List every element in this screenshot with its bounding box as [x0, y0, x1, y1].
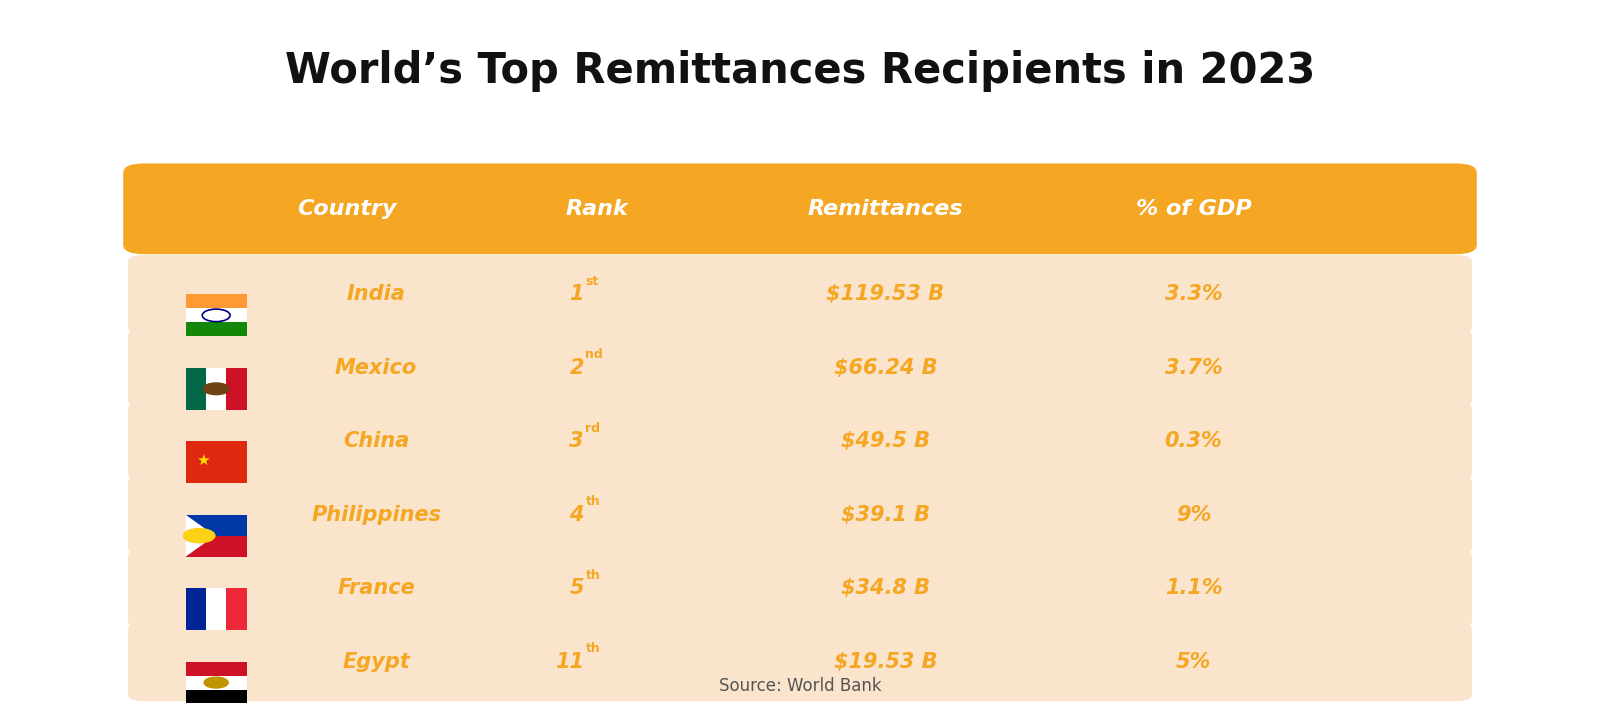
Text: 4: 4	[570, 505, 584, 525]
Text: India: India	[347, 284, 405, 305]
FancyBboxPatch shape	[128, 255, 1472, 334]
FancyBboxPatch shape	[186, 308, 246, 323]
Text: $34.8 B: $34.8 B	[840, 578, 930, 598]
Text: $66.24 B: $66.24 B	[834, 358, 938, 378]
Text: 5: 5	[570, 578, 584, 598]
Text: 5%: 5%	[1176, 652, 1211, 672]
FancyBboxPatch shape	[186, 690, 246, 703]
Text: 3.3%: 3.3%	[1165, 284, 1222, 305]
Text: Rank: Rank	[565, 199, 629, 219]
Text: China: China	[342, 431, 410, 451]
FancyBboxPatch shape	[128, 622, 1472, 701]
Text: Remittances: Remittances	[808, 199, 963, 219]
FancyBboxPatch shape	[128, 549, 1472, 628]
Text: rd: rd	[586, 422, 600, 435]
Text: Egypt: Egypt	[342, 652, 410, 672]
Text: th: th	[586, 642, 600, 655]
FancyBboxPatch shape	[186, 662, 246, 675]
Circle shape	[205, 677, 229, 688]
Text: $49.5 B: $49.5 B	[840, 431, 930, 451]
FancyBboxPatch shape	[186, 536, 246, 557]
Text: Source: World Bank: Source: World Bank	[718, 677, 882, 695]
Text: 2: 2	[570, 358, 584, 378]
Text: 1.1%: 1.1%	[1165, 578, 1222, 598]
FancyBboxPatch shape	[186, 588, 206, 630]
Text: 0.3%: 0.3%	[1165, 431, 1222, 451]
Polygon shape	[186, 515, 214, 557]
FancyBboxPatch shape	[206, 588, 226, 630]
FancyBboxPatch shape	[123, 163, 1477, 254]
Text: st: st	[586, 275, 598, 288]
FancyBboxPatch shape	[206, 368, 226, 410]
Text: 9%: 9%	[1176, 505, 1211, 525]
Text: Country: Country	[298, 199, 397, 219]
FancyBboxPatch shape	[128, 475, 1472, 554]
Text: Mexico: Mexico	[334, 358, 418, 378]
FancyBboxPatch shape	[186, 294, 246, 308]
Text: th: th	[586, 495, 600, 508]
FancyBboxPatch shape	[226, 368, 246, 410]
Text: $39.1 B: $39.1 B	[840, 505, 930, 525]
Text: $19.53 B: $19.53 B	[834, 652, 938, 672]
Text: Philippines: Philippines	[310, 505, 442, 525]
FancyBboxPatch shape	[128, 402, 1472, 481]
Circle shape	[184, 528, 214, 543]
FancyBboxPatch shape	[226, 588, 246, 630]
FancyBboxPatch shape	[186, 441, 246, 483]
Text: 1: 1	[570, 284, 584, 305]
Text: 11: 11	[555, 652, 584, 672]
FancyBboxPatch shape	[186, 675, 246, 690]
Circle shape	[203, 383, 229, 395]
Text: ★: ★	[195, 453, 210, 468]
FancyBboxPatch shape	[186, 323, 246, 336]
Text: $119.53 B: $119.53 B	[826, 284, 944, 305]
Text: France: France	[338, 578, 414, 598]
FancyBboxPatch shape	[186, 368, 206, 410]
Text: % of GDP: % of GDP	[1136, 199, 1251, 219]
Text: nd: nd	[586, 348, 603, 361]
Text: 3: 3	[570, 431, 584, 451]
Text: th: th	[586, 569, 600, 582]
FancyBboxPatch shape	[128, 328, 1472, 408]
Text: 3.7%: 3.7%	[1165, 358, 1222, 378]
Text: World’s Top Remittances Recipients in 2023: World’s Top Remittances Recipients in 20…	[285, 50, 1315, 92]
FancyBboxPatch shape	[186, 515, 246, 536]
